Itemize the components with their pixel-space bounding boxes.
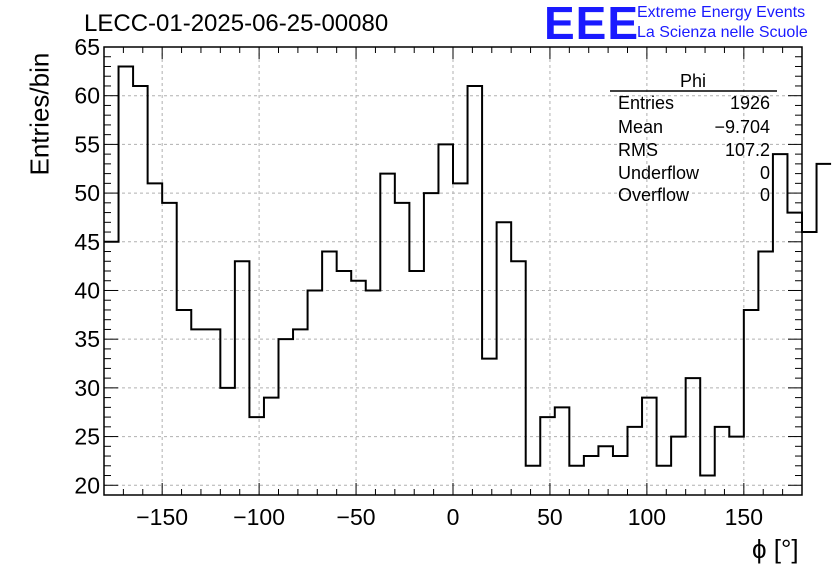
x-tick-label: −50	[337, 504, 376, 530]
stat-label: Entries	[618, 93, 675, 113]
org-name: Extreme Energy Events	[637, 4, 806, 21]
histogram-bin	[758, 252, 773, 495]
histogram-bin	[409, 271, 424, 495]
y-tick-label: 60	[74, 83, 100, 109]
y-tick-label: 30	[74, 375, 100, 401]
chart-title: LECC-01-2025-06-25-00080	[84, 10, 389, 37]
histogram-bin	[366, 290, 381, 495]
histogram-bin	[686, 378, 701, 495]
histogram-bin	[497, 222, 512, 495]
histogram-bin	[569, 466, 584, 495]
x-tick-label: 100	[628, 504, 666, 530]
histogram-bin	[787, 213, 802, 495]
histogram-bin	[773, 154, 788, 495]
histogram-bin	[729, 437, 744, 495]
histogram-bin	[511, 261, 526, 495]
histogram-bin	[148, 183, 163, 495]
histogram-bin	[438, 144, 453, 495]
stat-label: Underflow	[618, 163, 700, 183]
histogram-bin	[293, 329, 308, 495]
histogram-bin	[598, 446, 613, 495]
histogram-bin	[206, 329, 221, 495]
histogram-bin	[235, 261, 250, 495]
histogram-bin	[482, 359, 497, 495]
stat-value: 107.2	[724, 140, 770, 160]
x-tick-label: 150	[725, 504, 763, 530]
histogram-bin	[540, 417, 555, 495]
y-axis-label: Entries/bin	[24, 52, 55, 176]
stat-value: −9.704	[714, 117, 770, 137]
stat-label: Mean	[618, 117, 664, 137]
histogram-bin	[642, 398, 657, 495]
histogram-bin	[700, 476, 715, 495]
x-tick-label: −150	[136, 504, 188, 530]
y-tick-label: 45	[74, 229, 100, 255]
stat-value: 0	[759, 163, 770, 183]
histogram-bin	[628, 427, 643, 495]
y-tick-label: 25	[74, 424, 100, 450]
stat-label: RMS	[618, 140, 658, 160]
histogram-bin	[351, 281, 366, 495]
y-tick-label: 55	[74, 131, 100, 157]
histogram-bin	[802, 232, 817, 495]
x-tick-label: 50	[537, 504, 563, 530]
stats-title: Phi	[680, 71, 707, 91]
histogram-bin	[322, 252, 337, 495]
histogram-bin	[526, 466, 541, 495]
histogram-bin	[468, 86, 483, 495]
histogram-bin	[264, 398, 279, 495]
x-axis-label: ϕ [°]	[752, 534, 799, 564]
histogram-bin	[817, 164, 832, 495]
y-tick-label: 65	[74, 34, 100, 60]
histogram-bin	[613, 456, 628, 495]
histogram-bin	[671, 437, 686, 495]
y-tick-label: 35	[74, 326, 100, 352]
histogram-bin	[249, 417, 264, 495]
y-tick-label: 40	[74, 277, 100, 303]
histogram-bin	[119, 66, 134, 495]
histogram-bin	[162, 203, 177, 495]
histogram-bin	[191, 329, 206, 495]
stat-value: 1926	[729, 93, 770, 113]
histogram-bin	[453, 183, 468, 495]
eee-logo: EEE	[544, 0, 640, 49]
x-tick-label: −100	[233, 504, 285, 530]
x-tick-label: 0	[447, 504, 460, 530]
y-tick-label: 20	[74, 472, 100, 498]
histogram-bin	[584, 456, 599, 495]
histogram-bin	[308, 290, 323, 495]
histogram-bin	[657, 466, 672, 495]
histogram-bin	[133, 86, 148, 495]
stat-value: 0	[759, 185, 770, 205]
histogram-bin	[220, 388, 235, 495]
histogram-bin	[424, 193, 439, 495]
histogram-bin	[380, 174, 395, 495]
stat-label: Overflow	[618, 185, 690, 205]
histogram-bin	[279, 339, 294, 495]
y-tick-label: 50	[74, 180, 100, 206]
histogram-bin	[744, 310, 759, 495]
histogram-bin	[177, 310, 192, 495]
histogram-bin	[715, 427, 730, 495]
histogram-bin	[337, 271, 352, 495]
org-subtitle: La Scienza nelle Scuole	[637, 24, 808, 41]
histogram-bin	[555, 407, 570, 495]
histogram-bin	[395, 203, 410, 495]
histogram-line	[104, 65, 832, 477]
